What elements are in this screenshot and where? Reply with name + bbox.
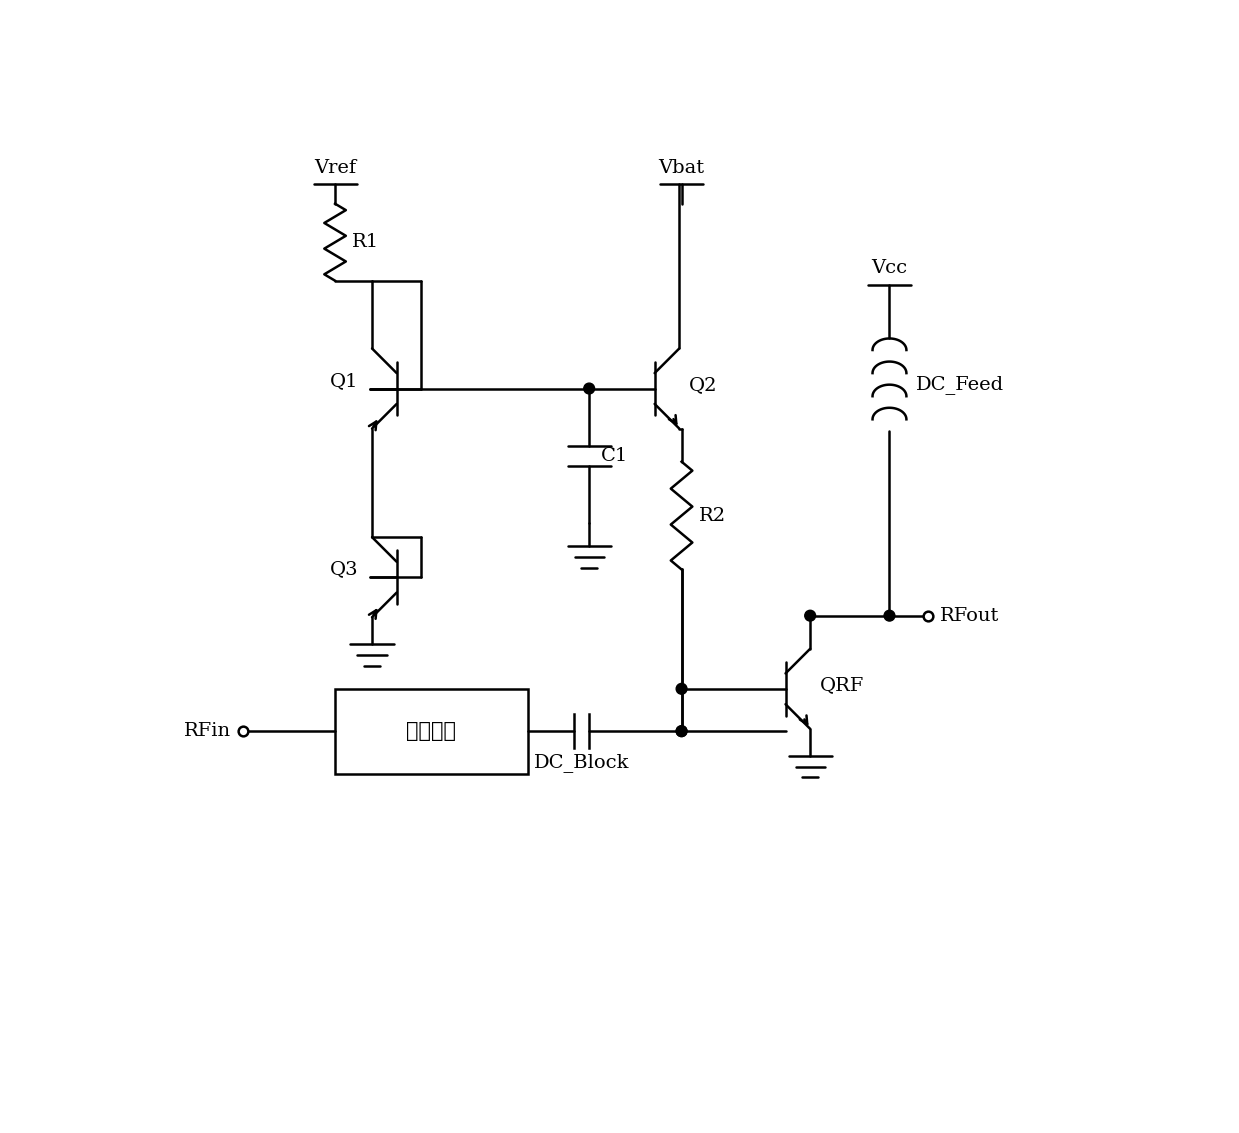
Text: RFout: RFout [939, 606, 999, 624]
Text: Vbat: Vbat [658, 159, 705, 177]
Circle shape [676, 726, 686, 736]
Text: C1: C1 [601, 446, 628, 465]
Circle shape [676, 683, 686, 695]
Text: R2: R2 [699, 506, 726, 525]
Text: QRF: QRF [820, 676, 865, 695]
Circle shape [805, 611, 815, 621]
Text: RFin: RFin [185, 722, 232, 740]
Circle shape [584, 383, 595, 394]
Text: R1: R1 [352, 233, 379, 252]
Circle shape [885, 611, 895, 621]
Bar [335, 689, 528, 774]
Circle shape [676, 726, 686, 736]
Text: DC_Block: DC_Block [534, 752, 629, 772]
Text: Vref: Vref [313, 159, 356, 177]
Text: DC_Feed: DC_Feed [917, 375, 1005, 394]
Text: 匹配电路: 匹配电路 [406, 722, 456, 741]
Text: Q1: Q1 [330, 372, 358, 390]
Text: Q3: Q3 [330, 561, 358, 579]
Text: Vcc: Vcc [871, 258, 907, 276]
Text: Q2: Q2 [689, 376, 717, 393]
